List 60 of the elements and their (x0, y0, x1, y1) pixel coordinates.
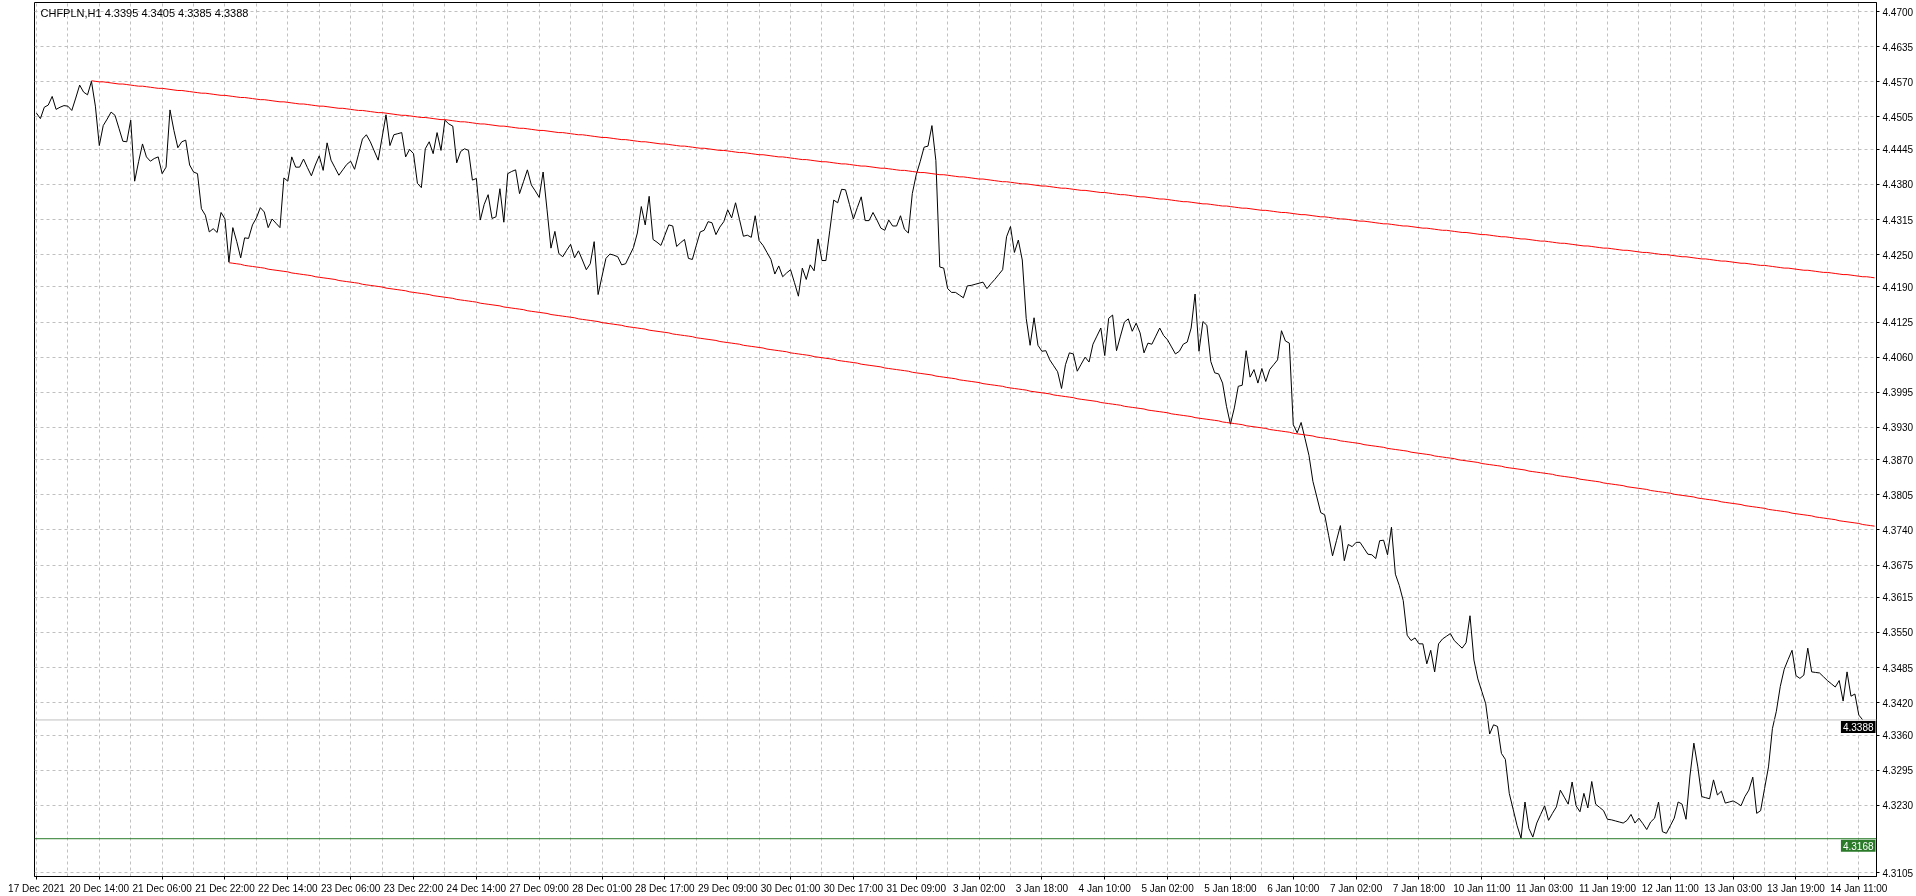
x-tick-label: 13 Jan 03:00 (1704, 882, 1763, 894)
y-tick-label: 4.4700 (1882, 6, 1914, 18)
x-tick-label: 23 Dec 06:00 (320, 882, 381, 894)
y-tick-label: 4.4570 (1882, 76, 1914, 88)
x-tick-label: 3 Jan 02:00 (952, 882, 1006, 894)
chart-title: CHFPLN,H1 4.3395 4.3405 4.3385 4.3388 (40, 6, 249, 19)
x-tick-label: 10 Jan 11:00 (1453, 882, 1511, 894)
x-tick-label: 23 Dec 22:00 (383, 882, 444, 894)
y-tick-label: 4.3930 (1882, 422, 1914, 434)
y-tick-label: 4.3485 (1882, 662, 1914, 674)
y-tick-label: 4.4380 (1882, 179, 1914, 191)
y-tick-label: 4.3230 (1882, 800, 1914, 812)
x-tick-label: 22 Dec 14:00 (258, 882, 319, 894)
x-tick-label: 21 Dec 22:00 (195, 882, 256, 894)
x-tick-label: 30 Dec 01:00 (760, 882, 821, 894)
line-series (228, 262, 1876, 527)
y-tick-label: 4.3995 (1882, 387, 1914, 399)
y-tick-label: 4.3105 (1882, 867, 1914, 879)
y-tick-label: 4.3805 (1882, 489, 1914, 501)
y-tick-label: 4.3420 (1882, 697, 1914, 709)
y-tick-label: 4.3615 (1882, 592, 1914, 604)
y-tick-label: 4.4190 (1882, 282, 1914, 293)
x-tick-label: 28 Dec 17:00 (635, 882, 696, 894)
ref-line-label: 4.3388 (1842, 721, 1874, 733)
x-tick-label: 6 Jan 10:00 (1267, 882, 1320, 894)
line-series (90, 80, 1876, 279)
x-tick-label: 7 Jan 18:00 (1392, 882, 1446, 894)
x-tick-label: 3 Jan 18:00 (1015, 882, 1069, 894)
x-tick-label: 17 Dec 2021 (8, 882, 66, 894)
y-tick-label: 4.3675 (1882, 560, 1914, 572)
x-tick-label: 5 Jan 02:00 (1141, 882, 1195, 894)
x-tick-label: 4 Jan 10:00 (1078, 882, 1132, 894)
ref-line-label: 4.3168 (1842, 840, 1874, 852)
y-tick-label: 4.4505 (1882, 111, 1914, 123)
x-tick-label: 27 Dec 09:00 (509, 882, 570, 894)
x-tick-label: 14 Jan 11:00 (1830, 882, 1888, 894)
x-tick-label: 13 Jan 19:00 (1767, 882, 1826, 894)
x-tick-label: 7 Jan 02:00 (1329, 882, 1383, 894)
x-tick-label: 29 Dec 09:00 (697, 882, 758, 894)
y-tick-label: 4.4445 (1882, 144, 1914, 156)
y-tick-label: 4.4250 (1882, 249, 1914, 261)
y-tick-label: 4.3740 (1882, 524, 1914, 536)
y-tick-label: 4.4635 (1882, 41, 1914, 53)
y-tick-label: 4.3295 (1882, 765, 1914, 777)
y-tick-label: 4.4060 (1882, 352, 1914, 364)
x-tick-label: 11 Jan 03:00 (1516, 882, 1574, 894)
y-tick-label: 4.4125 (1882, 317, 1914, 329)
y-tick-label: 4.3870 (1882, 454, 1914, 466)
x-tick-label: 28 Dec 01:00 (572, 882, 633, 894)
x-tick-label: 20 Dec 14:00 (69, 882, 130, 894)
x-tick-label: 11 Jan 19:00 (1578, 882, 1637, 894)
x-tick-label: 31 Dec 09:00 (886, 882, 947, 894)
y-tick-label: 4.4315 (1882, 214, 1914, 226)
x-tick-label: 12 Jan 11:00 (1641, 882, 1700, 894)
x-tick-label: 24 Dec 14:00 (446, 882, 507, 894)
y-tick-label: 4.3550 (1882, 627, 1914, 639)
x-tick-label: 21 Dec 06:00 (132, 882, 193, 894)
y-tick-label: 4.3360 (1882, 730, 1914, 742)
x-tick-label: 5 Jan 18:00 (1204, 882, 1257, 894)
x-tick-label: 30 Dec 17:00 (823, 882, 884, 894)
